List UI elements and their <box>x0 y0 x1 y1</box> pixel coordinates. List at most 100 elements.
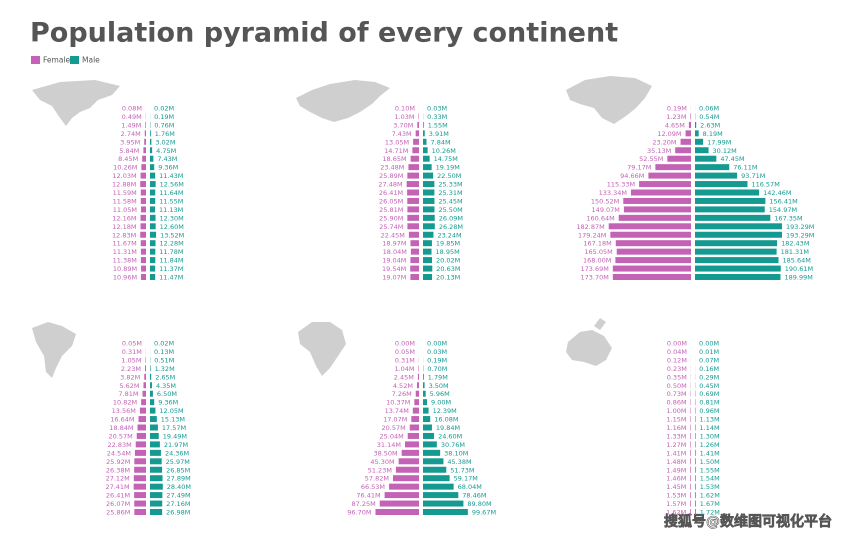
bar <box>150 483 163 490</box>
value-label: 1.79M <box>428 373 448 381</box>
value-label: 14.71M <box>384 147 408 155</box>
value-label: 1.62M <box>666 509 686 517</box>
value-label: 8.45M <box>118 155 138 163</box>
bar <box>612 274 691 280</box>
value-label: 18.97M <box>382 240 406 248</box>
value-label: 5.96M <box>430 390 450 398</box>
bar <box>615 257 691 264</box>
bar <box>412 147 419 154</box>
bar <box>140 214 146 221</box>
bar <box>615 240 691 247</box>
value-label: 11.37M <box>159 265 183 273</box>
bar <box>623 206 691 213</box>
bar <box>401 449 419 456</box>
value-label: 25.92M <box>106 458 130 466</box>
bar <box>408 164 419 171</box>
value-label: 9.00M <box>431 399 451 407</box>
value-label: 3.95M <box>120 138 140 146</box>
value-label: 52.55M <box>639 155 663 163</box>
value-label: 26.38M <box>106 466 130 474</box>
bar <box>695 231 782 238</box>
bar <box>414 399 419 406</box>
bar <box>695 441 696 448</box>
bar <box>695 500 696 507</box>
bar <box>690 441 691 448</box>
bar <box>680 138 691 145</box>
bar <box>406 181 419 188</box>
value-label: 12.09M <box>657 130 681 138</box>
value-label: 31.14M <box>377 441 401 449</box>
value-label: 11.78M <box>159 248 183 256</box>
bar <box>616 248 691 255</box>
bar <box>150 231 157 238</box>
value-label: 6.50M <box>157 390 177 398</box>
value-label: 26.05M <box>379 197 403 205</box>
bar <box>150 197 156 204</box>
value-label: 1.55M <box>700 466 720 474</box>
bar <box>423 432 435 439</box>
map-oceania <box>566 318 612 366</box>
bar <box>410 248 419 255</box>
value-label: 19.07M <box>382 274 406 282</box>
bar <box>648 172 691 179</box>
bar <box>423 500 464 507</box>
bar <box>423 441 437 448</box>
value-label: 150.52M <box>591 197 619 205</box>
value-label: 25.50M <box>438 206 462 214</box>
bar <box>423 130 425 137</box>
value-label: 11.38M <box>113 257 137 265</box>
bar <box>150 164 155 171</box>
bar <box>144 373 146 380</box>
value-label: 19.84M <box>436 424 460 432</box>
bar <box>140 257 146 264</box>
value-label: 12.28M <box>160 240 184 248</box>
value-label: 0.07M <box>699 356 719 364</box>
bar <box>423 231 434 238</box>
bar <box>695 155 717 162</box>
value-label: 14.75M <box>434 155 458 163</box>
value-label: 181.31M <box>781 248 809 256</box>
value-label: 1.57M <box>666 500 686 508</box>
value-label: 173.70M <box>580 274 608 282</box>
value-label: 25.86M <box>106 509 130 517</box>
value-label: 59.17M <box>454 475 478 483</box>
bar <box>407 214 419 221</box>
bar <box>140 240 146 247</box>
value-label: 142.46M <box>763 189 791 197</box>
bar <box>695 121 697 128</box>
bar <box>695 214 771 221</box>
map-europe <box>296 80 390 122</box>
map-asia <box>566 76 652 124</box>
value-label: 25.04M <box>380 432 404 440</box>
value-label: 167.18M <box>583 240 611 248</box>
value-label: 13.56M <box>112 407 136 415</box>
bar <box>608 223 691 230</box>
bar <box>150 248 156 255</box>
value-label: 0.00M <box>667 340 687 348</box>
bar <box>610 231 691 238</box>
value-label: 0.96M <box>699 407 719 415</box>
bar <box>695 223 782 230</box>
value-label: 25.97M <box>166 458 190 466</box>
value-label: 1.23M <box>666 113 686 121</box>
value-label: 25.45M <box>438 197 462 205</box>
bar <box>150 223 156 230</box>
value-label: 10.26M <box>432 147 456 155</box>
value-label: 23.24M <box>437 231 461 239</box>
bar <box>398 458 419 465</box>
value-label: 38.10M <box>444 449 468 457</box>
bar <box>410 240 419 247</box>
bar <box>612 265 691 272</box>
value-label: 93.71M <box>741 172 765 180</box>
bar <box>407 189 419 196</box>
bar <box>140 172 146 179</box>
bar <box>417 121 419 128</box>
value-label: 3.70M <box>393 121 413 129</box>
value-label: 10.96M <box>113 274 137 282</box>
bar <box>379 500 419 507</box>
bar <box>685 130 691 137</box>
bar <box>423 181 435 188</box>
bar <box>655 164 691 171</box>
bar <box>416 382 419 389</box>
bar <box>695 274 781 280</box>
